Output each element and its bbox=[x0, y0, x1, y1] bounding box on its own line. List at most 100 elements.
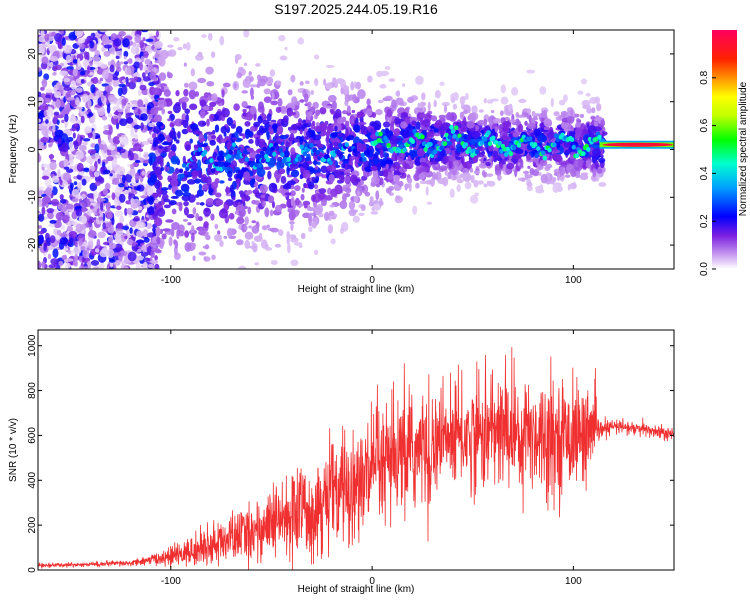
spectrogram-cell bbox=[157, 97, 165, 101]
spectrogram-cell bbox=[154, 249, 162, 254]
spectrogram-cell bbox=[127, 66, 131, 75]
spectrogram-cell bbox=[407, 177, 413, 184]
spectrogram-cell bbox=[514, 168, 518, 178]
spectrogram-cell bbox=[38, 186, 45, 191]
spectrogram-cell bbox=[119, 250, 128, 257]
spectrogram-cell bbox=[259, 151, 266, 161]
spectrogram-cell bbox=[141, 72, 146, 79]
spectrogram-cell bbox=[148, 64, 154, 72]
spectrogram-cell bbox=[76, 174, 82, 180]
spectrogram-cell bbox=[511, 122, 521, 126]
spectrogram-cell bbox=[351, 109, 356, 114]
spectrogram-cell bbox=[302, 151, 308, 157]
spectrogram-cell bbox=[564, 149, 571, 154]
spectrogram-cell bbox=[258, 232, 263, 240]
spectrogram-cell bbox=[260, 158, 266, 164]
spectrogram-cell bbox=[532, 116, 539, 121]
spectrogram-cell bbox=[263, 88, 271, 95]
spectrogram-cell bbox=[250, 147, 254, 153]
spectrogram-cell bbox=[154, 179, 161, 190]
spectrogram-cell bbox=[80, 79, 85, 84]
spectrogram-cell bbox=[361, 138, 370, 143]
spectrogram-cell bbox=[534, 153, 539, 159]
spectrogram-cell bbox=[517, 123, 524, 133]
spectrogram-cell bbox=[209, 101, 217, 108]
spectrogram-cell bbox=[101, 115, 108, 121]
spectrogram-cell bbox=[384, 66, 391, 70]
spectrogram-cell bbox=[558, 99, 566, 106]
spectrogram-cell bbox=[116, 230, 124, 236]
spectrogram-cell bbox=[313, 184, 319, 190]
spectrogram-cell bbox=[71, 197, 79, 203]
spectrogram-cell bbox=[236, 216, 245, 225]
spectrogram-cell bbox=[59, 70, 69, 76]
spectrogram-cell bbox=[181, 128, 189, 135]
spectrogram-cell bbox=[560, 132, 565, 138]
spectrogram-cell bbox=[46, 207, 55, 214]
spectrogram-cell bbox=[197, 231, 206, 236]
spectrogram-cell bbox=[402, 163, 410, 170]
spectrogram-cell bbox=[398, 180, 404, 187]
spectrogram-cell bbox=[41, 206, 46, 216]
spectrogram-cell bbox=[97, 158, 101, 164]
spectrogram-cell bbox=[358, 212, 365, 216]
spectrogram-cell bbox=[66, 66, 74, 70]
spectrogram-cell bbox=[69, 182, 74, 189]
spectrogram-cell bbox=[165, 219, 174, 223]
spectrogram-cell bbox=[197, 159, 202, 169]
spectrogram-cell bbox=[205, 234, 211, 241]
spectrogram-cell bbox=[255, 136, 260, 147]
spectrogram-cell bbox=[560, 120, 570, 130]
spectrogram-cell bbox=[187, 222, 192, 226]
spectrogram-cell bbox=[71, 189, 80, 198]
spectrogram-cell bbox=[103, 50, 111, 57]
spectrogram-cell bbox=[434, 157, 441, 163]
spectrogram-cell bbox=[143, 98, 148, 103]
spectrogram-cell bbox=[445, 140, 453, 146]
spectrogram-cell bbox=[456, 184, 461, 192]
spectrogram-cell bbox=[114, 187, 121, 197]
spectrogram-cell bbox=[140, 30, 149, 33]
spectrogram-cell bbox=[247, 206, 252, 215]
spectrogram-cell bbox=[89, 60, 93, 67]
spectrogram-cell bbox=[511, 145, 517, 151]
spectrogram-cell bbox=[391, 180, 396, 185]
spectrogram-cell bbox=[489, 156, 493, 161]
spectrogram-cell bbox=[192, 207, 197, 215]
spectrogram-cell bbox=[190, 68, 196, 77]
spectrogram-cell bbox=[304, 80, 310, 85]
spectrogram-cell bbox=[153, 217, 163, 227]
spectrogram-cell bbox=[448, 160, 453, 169]
spectrogram-cell bbox=[291, 208, 296, 217]
snr-series-line bbox=[38, 347, 674, 570]
spectrogram-cell bbox=[167, 49, 177, 57]
spectrogram-cell bbox=[153, 47, 158, 53]
spectrogram-cell bbox=[244, 121, 251, 127]
spectrogram-cell bbox=[161, 141, 170, 146]
spectrogram-cell bbox=[547, 147, 552, 153]
spectrogram-cell bbox=[168, 314, 174, 320]
spectrogram-cell bbox=[45, 187, 52, 197]
spectrogram-cell bbox=[183, 88, 189, 97]
spectrogram-cell bbox=[442, 156, 448, 165]
spectrogram-cell bbox=[200, 1, 205, 6]
spectrogram-cell bbox=[353, 124, 361, 133]
spectrogram-cell bbox=[297, 156, 303, 162]
snr-x-ticks: -100 0 100 bbox=[161, 330, 582, 587]
spectrogram-cell bbox=[447, 134, 452, 140]
spectrogram-cell bbox=[198, 183, 203, 191]
spectrogram-cell bbox=[338, 168, 346, 172]
spectrogram-cell bbox=[157, 133, 165, 142]
spectrogram-cell bbox=[161, 301, 166, 305]
spectrogram-cell bbox=[299, 144, 304, 150]
spectrogram-cell bbox=[59, 30, 65, 35]
spectrogram-y-tick-label: -20 bbox=[27, 237, 38, 252]
spectrogram-cell bbox=[49, 235, 56, 244]
spectrogram-cell bbox=[59, 194, 64, 200]
spectrogram-cell bbox=[223, 235, 228, 239]
spectrogram-cell bbox=[113, 259, 121, 266]
spectrogram-cell bbox=[364, 191, 371, 197]
spectrogram-cell bbox=[486, 99, 494, 104]
spectrogram-cell bbox=[547, 132, 556, 140]
spectrogram-cell bbox=[552, 183, 560, 193]
